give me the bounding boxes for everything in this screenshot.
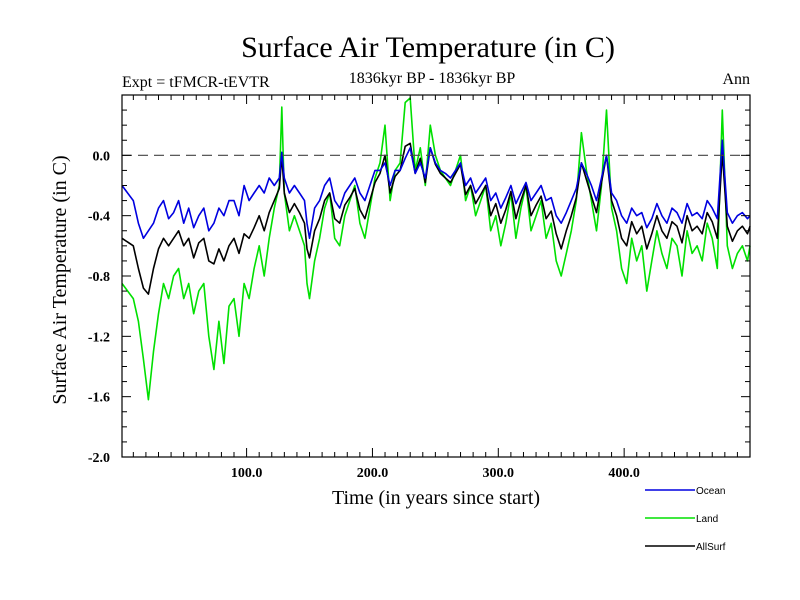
y-tick-label: 0.0 [93, 149, 111, 164]
series-line-allsurf [121, 142, 751, 295]
period-label: 1836kyr BP - 1836kyr BP [349, 70, 516, 87]
series-line-ocean [121, 139, 751, 240]
x-axis-label: Time (in years since start) [332, 487, 540, 509]
season-label: Ann [722, 71, 750, 88]
plot-series [121, 97, 751, 401]
y-tick-label: -1.6 [88, 391, 110, 406]
plot-frame [121, 94, 751, 458]
legend: Ocean Land AllSurf [645, 486, 726, 553]
series-line-land [121, 97, 751, 401]
y-axis: -2.0 -1.6 -1.2 -0.8 -0.4 0.0 [88, 94, 750, 466]
legend-label-land: Land [696, 514, 718, 525]
chart-title: Surface Air Temperature (in C) [241, 31, 615, 64]
y-tick-label: -2.0 [88, 451, 110, 466]
y-axis-label: Surface Air Temperature (in C) [49, 155, 71, 404]
x-tick-label: 200.0 [357, 466, 389, 481]
x-tick-label: 100.0 [231, 466, 263, 481]
experiment-label: Expt = tFMCR-tEVTR [122, 74, 270, 91]
legend-label-ocean: Ocean [696, 486, 725, 497]
y-tick-label: -1.2 [88, 330, 110, 345]
legend-label-allsurf: AllSurf [696, 542, 726, 553]
x-tick-label: 300.0 [483, 466, 515, 481]
x-tick-label: 400.0 [608, 466, 640, 481]
y-tick-label: -0.4 [88, 210, 110, 225]
x-axis: 100.0 200.0 300.0 400.0 [132, 95, 738, 481]
y-tick-label: -0.8 [88, 270, 110, 285]
